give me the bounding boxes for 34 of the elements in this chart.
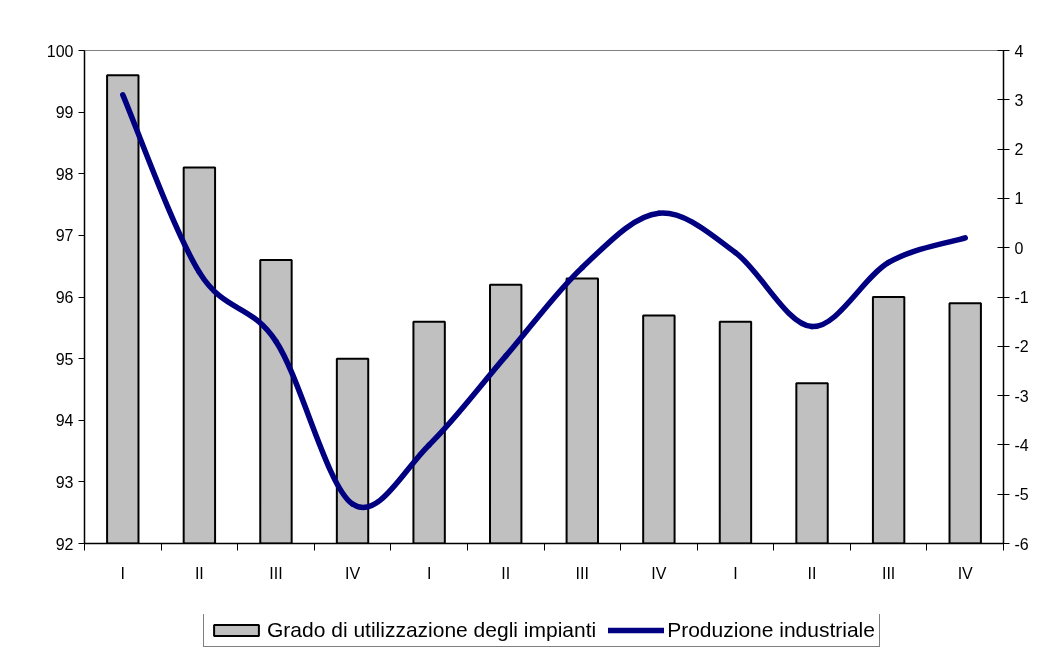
y-tick-label: 100: [46, 42, 74, 60]
y2-tick-label: 2: [1014, 141, 1024, 159]
y-tick-label: 93: [55, 473, 74, 491]
legend-label: Grado di utilizzazione degli impianti: [267, 618, 597, 642]
y-tick-label: 99: [55, 104, 74, 122]
x-tick-label: I: [120, 564, 126, 582]
x-tick-label: I: [426, 564, 432, 582]
y2-tick-label: 3: [1014, 91, 1024, 109]
x-tick-label: III: [575, 564, 589, 582]
x-tick-label: IV: [344, 564, 361, 582]
y2-tick-label: -1: [1014, 289, 1029, 306]
y-tick-label: 96: [55, 289, 74, 306]
x-tick-label: II: [501, 564, 511, 582]
x-tick-label: IV: [651, 564, 667, 582]
y2-tick-label: -6: [1014, 535, 1029, 553]
x-tick-label: IV: [957, 564, 974, 582]
y-tick-label: 94: [55, 412, 74, 430]
y2-tick-label: 1: [1014, 190, 1024, 208]
y2-tick-label: -2: [1014, 338, 1029, 356]
x-tick-label: II: [807, 564, 817, 582]
y2-tick-label: 4: [1014, 42, 1024, 60]
y-tick-label: 92: [55, 535, 74, 553]
x-tick-label: II: [194, 564, 204, 582]
x-tick-label: I: [733, 564, 738, 582]
y2-tick-label: 0: [1014, 239, 1024, 257]
y-tick-label: 98: [55, 165, 74, 183]
x-tick-label: III: [881, 564, 896, 582]
y2-tick-label: -3: [1014, 387, 1029, 405]
y2-tick-label: -4: [1014, 436, 1029, 454]
y-tick-label: 95: [55, 350, 74, 368]
y-tick-label: 97: [55, 227, 74, 245]
legend-label: Produzione industriale: [667, 618, 875, 642]
y2-tick-label: -5: [1014, 486, 1029, 504]
x-tick-label: III: [269, 564, 283, 582]
